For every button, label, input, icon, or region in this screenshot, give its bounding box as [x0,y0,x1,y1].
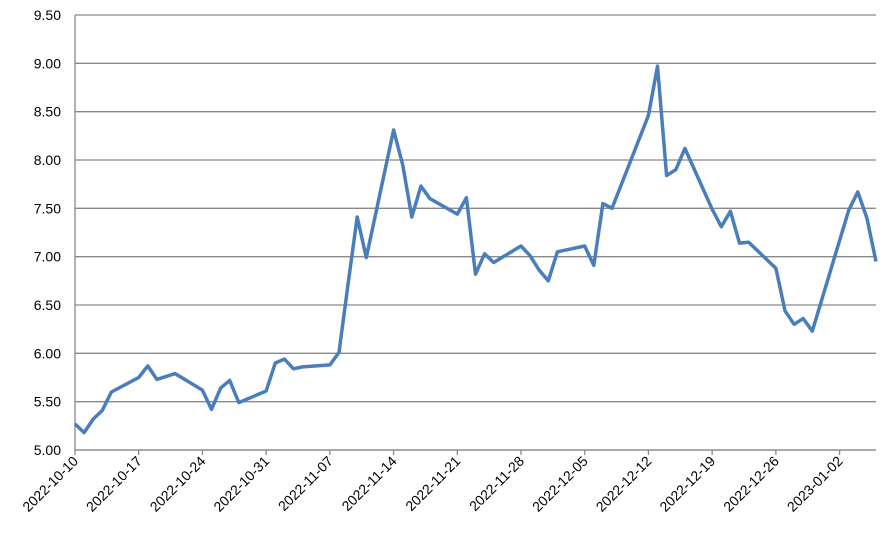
data-line [73,64,878,435]
x-tick-label: 2022-11-14 [338,453,399,514]
x-tick-label: 2022-11-21 [402,453,463,514]
y-tick-label: 7.00 [34,249,61,265]
x-tick-label: 2022-10-31 [210,453,272,515]
y-tick-label: 6.00 [34,345,61,361]
x-tick-label: 2022-12-19 [656,453,718,515]
x-tick-label: 2022-12-26 [720,453,782,515]
x-tick-label: 2022-12-05 [529,453,591,515]
x-tick-label: 2022-11-28 [466,453,527,514]
y-tick-label: 5.50 [34,394,61,410]
x-tick-label: 2022-11-07 [275,453,336,514]
y-tick-label: 9.00 [34,55,61,71]
y-tick-label: 8.00 [34,152,61,168]
y-tick-label: 5.00 [34,442,61,458]
y-tick-label: 9.50 [34,7,61,23]
x-tick-label: 2022-10-10 [19,453,81,515]
x-tick-label: 2022-10-17 [83,453,145,515]
y-tick-label: 7.50 [34,200,61,216]
y-tick-label: 6.50 [34,297,61,313]
x-tick-label: 2022-10-24 [147,453,209,515]
y-tick-label: 8.50 [34,104,61,120]
x-tick-label: 2022-12-12 [593,453,655,515]
x-tick-label: 2023-01-02 [784,453,846,515]
